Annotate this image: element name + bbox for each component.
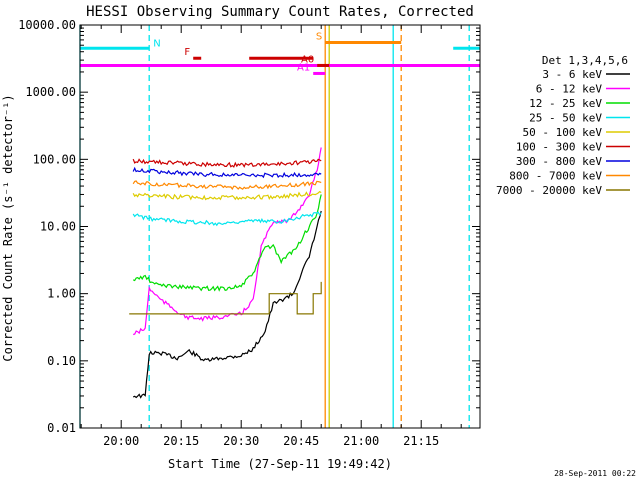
legend-entry-label: 100 - 300 keV [516, 141, 602, 154]
x-tick-label: 20:30 [223, 434, 259, 448]
series-line [129, 281, 322, 315]
legend-entry-label: 25 - 50 keV [529, 112, 602, 125]
y-tick-label: 10.00 [40, 220, 76, 234]
x-tick-label: 20:15 [163, 434, 199, 448]
chart-title: HESSI Observing Summary Count Rates, Cor… [86, 4, 474, 20]
flag-label: A1 [297, 62, 310, 73]
series-line [132, 158, 322, 168]
y-tick-label: 10000.00 [18, 18, 76, 32]
y-axis-label: Corrected Count Rate (s⁻¹ detector⁻¹) [1, 94, 15, 361]
x-axis-label: Start Time (27-Sep-11 19:49:42) [168, 457, 392, 471]
flag-label: A0 [301, 54, 314, 65]
series-line [132, 210, 322, 399]
series-line [132, 211, 322, 227]
x-tick-label: 21:00 [343, 434, 379, 448]
x-tick-label: 21:15 [403, 434, 439, 448]
flag-label: F [184, 47, 190, 58]
y-tick-label: 100.00 [33, 152, 76, 166]
plot-frame [79, 24, 481, 429]
y-tick-label: 1.00 [47, 287, 76, 301]
series-line [132, 166, 322, 179]
legend-entry-label: 3 - 6 keV [542, 68, 602, 81]
legend-entry-label: 12 - 25 keV [529, 97, 602, 110]
legend-entry-label: 800 - 7000 keV [509, 170, 602, 183]
legend-entry-label: 6 - 12 keV [536, 83, 603, 96]
series-line [132, 190, 322, 201]
y-tick-label: 0.01 [47, 421, 76, 435]
legend-entry-label: 300 - 800 keV [516, 155, 602, 168]
x-tick-label: 20:00 [103, 434, 139, 448]
legend-entry-label: 50 - 100 keV [523, 126, 603, 139]
flag-label: S [316, 31, 322, 42]
y-tick-label: 0.10 [47, 354, 76, 368]
timestamp: 28-Sep-2011 00:22 [554, 469, 636, 478]
series-line [132, 180, 322, 191]
y-tick-label: 1000.00 [25, 85, 76, 99]
series-line [132, 194, 322, 292]
x-tick-label: 20:45 [283, 434, 319, 448]
legend-title: Det 1,3,4,5,6 [542, 54, 628, 67]
legend-entry-label: 7000 - 20000 keV [496, 184, 602, 197]
flag-label: N [153, 38, 160, 49]
